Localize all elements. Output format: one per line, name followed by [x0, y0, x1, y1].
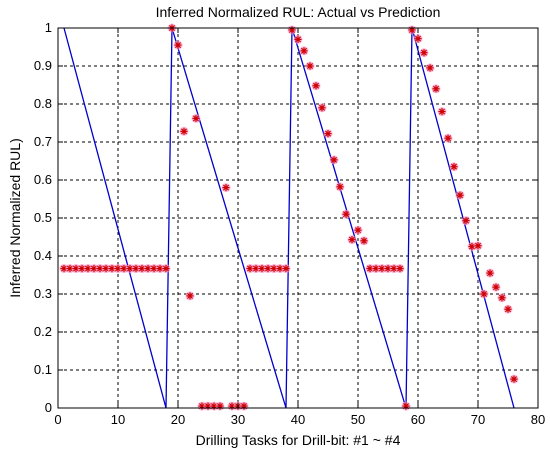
- x-tick-label: 60: [411, 412, 425, 427]
- predicted-rul-marker: [191, 113, 201, 123]
- x-tick-label: 20: [171, 412, 185, 427]
- predicted-rul-marker: [239, 401, 249, 411]
- actual-rul-line: [171, 27, 287, 409]
- x-tick-label: 40: [291, 412, 305, 427]
- predicted-rul-marker: [299, 46, 309, 56]
- predicted-rul-marker: [509, 374, 519, 384]
- predicted-rul-marker: [455, 190, 465, 200]
- x-tick-label: 50: [351, 412, 365, 427]
- y-tick-label: 0: [45, 400, 52, 415]
- predicted-rul-marker: [347, 235, 357, 245]
- predicted-rul-marker: [287, 25, 297, 35]
- predicted-rul-marker: [485, 268, 495, 278]
- predicted-rul-marker: [185, 291, 195, 301]
- x-tick-label: 10: [111, 412, 125, 427]
- chart-title: Inferred Normalized RUL: Actual vs Predi…: [156, 4, 441, 20]
- predicted-rul-marker: [305, 61, 315, 71]
- predicted-rul-marker: [473, 241, 483, 251]
- predicted-rul-marker: [443, 133, 453, 143]
- predicted-series: [59, 23, 519, 411]
- grid: [58, 28, 538, 408]
- predicted-rul-marker: [419, 48, 429, 58]
- predicted-rul-marker: [497, 293, 507, 303]
- actual-rul-line: [285, 27, 293, 409]
- predicted-rul-marker: [479, 289, 489, 299]
- actual-rul-line: [63, 27, 167, 409]
- predicted-rul-marker: [437, 107, 447, 117]
- actual-rul-line: [291, 27, 407, 409]
- predicted-rul-marker: [341, 209, 351, 219]
- predicted-rul-marker: [401, 401, 411, 411]
- predicted-rul-marker: [221, 183, 231, 193]
- predicted-rul-marker: [293, 34, 303, 44]
- predicted-rul-marker: [329, 155, 339, 165]
- predicted-rul-marker: [311, 81, 321, 91]
- actual-rul-line: [405, 27, 413, 409]
- predicted-rul-marker: [281, 264, 291, 274]
- predicted-rul-marker: [353, 225, 363, 235]
- y-axis: 0 0.1 0.2 0.3 0.4 0.5 0.6 0.7 0.8 0.9 1: [34, 20, 538, 415]
- predicted-rul-marker: [425, 63, 435, 73]
- predicted-rul-marker: [407, 25, 417, 35]
- x-tick-label: 70: [471, 412, 485, 427]
- predicted-rul-marker: [449, 162, 459, 172]
- predicted-rul-marker: [431, 84, 441, 94]
- predicted-rul-marker: [461, 216, 471, 226]
- predicted-rul-marker: [491, 282, 501, 292]
- predicted-rul-marker: [323, 129, 333, 139]
- predicted-rul-marker: [395, 264, 405, 274]
- predicted-rul-marker: [503, 304, 513, 314]
- y-tick-label: 0.4: [34, 248, 52, 263]
- y-tick-label: 0.1: [34, 362, 52, 377]
- x-tick-label: 30: [231, 412, 245, 427]
- actual-rul-line: [165, 27, 173, 409]
- y-tick-label: 1: [45, 20, 52, 35]
- x-axis-label: Drilling Tasks for Drill-bit: #1 ~ #4: [196, 432, 401, 448]
- predicted-rul-marker: [317, 103, 327, 113]
- predicted-rul-marker: [179, 126, 189, 136]
- x-axis: 0 10 20 30 40 50 60 70 80: [54, 28, 545, 427]
- x-tick-label: 80: [531, 412, 545, 427]
- y-tick-label: 0.6: [34, 172, 52, 187]
- y-tick-label: 0.8: [34, 96, 52, 111]
- predicted-rul-marker: [359, 236, 369, 246]
- y-tick-label: 0.7: [34, 134, 52, 149]
- x-tick-label: 0: [54, 412, 61, 427]
- y-tick-label: 0.3: [34, 286, 52, 301]
- y-axis-label: Inferred Normalized RUL): [7, 138, 23, 298]
- y-tick-label: 0.5: [34, 210, 52, 225]
- predicted-rul-marker: [413, 34, 423, 44]
- y-tick-label: 0.9: [34, 58, 52, 73]
- predicted-rul-marker: [161, 264, 171, 274]
- predicted-rul-marker: [335, 182, 345, 192]
- predicted-rul-marker: [215, 401, 225, 411]
- y-tick-label: 0.2: [34, 324, 52, 339]
- predicted-rul-marker: [173, 40, 183, 50]
